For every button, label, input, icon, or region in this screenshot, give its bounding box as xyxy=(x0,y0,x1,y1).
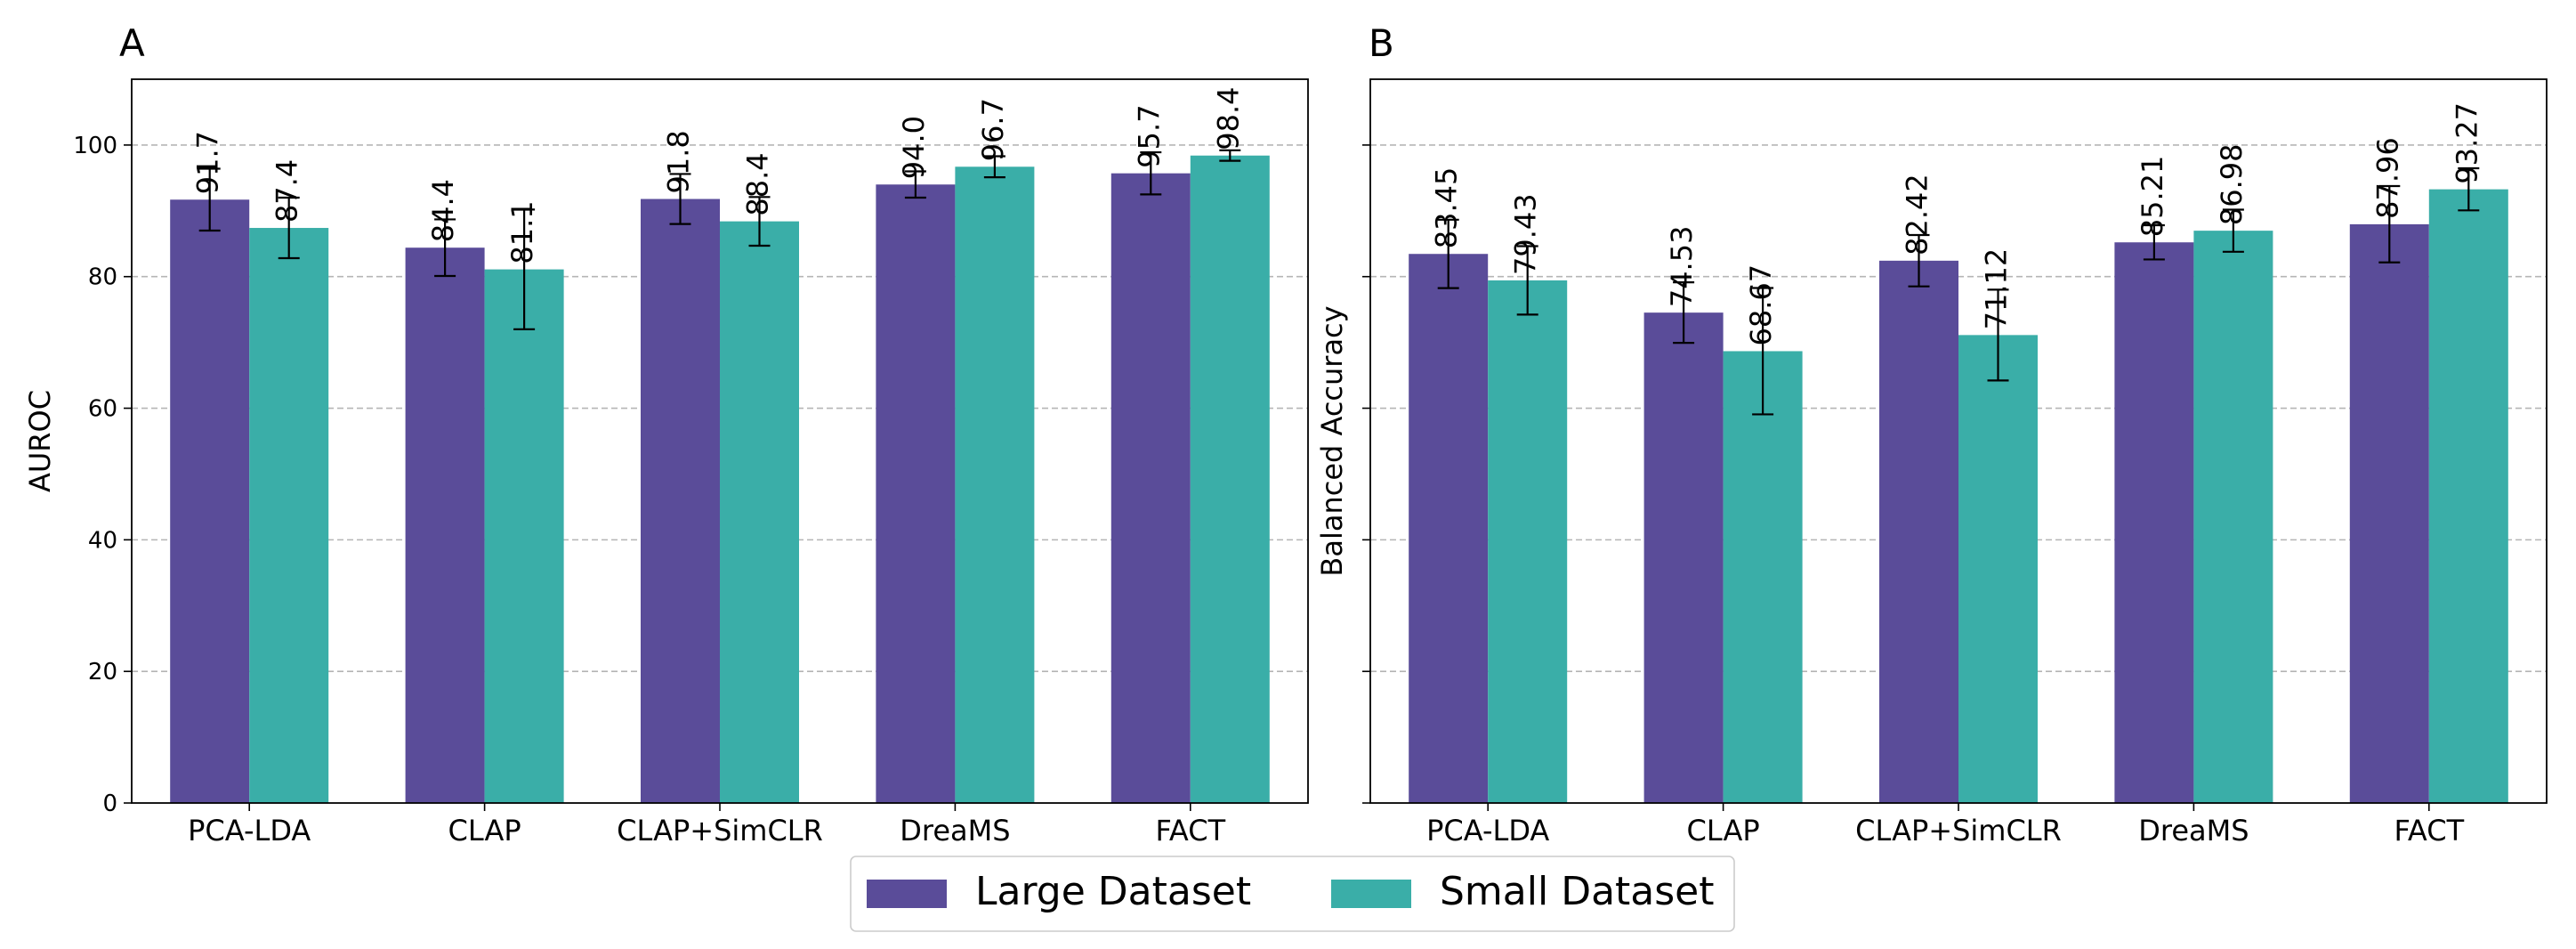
legend-swatch xyxy=(1331,880,1411,908)
data-label: 88.4 xyxy=(741,152,775,215)
y-tick-label: 20 xyxy=(88,659,117,685)
data-label: 87.4 xyxy=(271,159,304,223)
data-label: 86.98 xyxy=(2215,144,2249,226)
bar-pca-lda-small xyxy=(249,228,329,803)
panel-label-a: A xyxy=(119,21,145,65)
bar-dreams-large xyxy=(876,184,956,804)
data-label: 83.45 xyxy=(1430,167,1464,249)
bar-fact-small xyxy=(2428,189,2508,803)
y-axis-label: AUROC xyxy=(23,390,57,492)
bar-clap-small xyxy=(1723,351,1803,803)
x-tick-label: PCA-LDA xyxy=(1426,814,1549,848)
data-label: 84.4 xyxy=(426,179,460,242)
y-tick-label: 0 xyxy=(102,791,117,817)
x-tick-label: FACT xyxy=(1155,814,1225,848)
data-label: 98.4 xyxy=(1211,86,1245,150)
data-label: 81.1 xyxy=(505,200,539,264)
bar-clap-simclr-small xyxy=(1958,335,2038,804)
plot-frame xyxy=(131,78,1309,804)
x-tick-label: CLAP xyxy=(1687,814,1760,848)
bar-clap-simclr-large xyxy=(1879,260,1958,803)
bar-clap-simclr-small xyxy=(720,221,799,804)
y-tick-label: 100 xyxy=(73,133,117,159)
data-label: 82.42 xyxy=(1901,174,1934,256)
legend-label: Large Dataset xyxy=(975,869,1251,914)
x-tick-label: DreaMS xyxy=(900,814,1010,848)
legend-label: Small Dataset xyxy=(1440,869,1715,914)
bar-fact-large xyxy=(1110,173,1191,803)
data-label: 91.7 xyxy=(191,131,225,194)
x-tick-label: PCA-LDA xyxy=(188,814,311,848)
bar-dreams-small xyxy=(2193,231,2273,803)
plot-frame xyxy=(1369,78,2548,804)
data-label: 87.96 xyxy=(2370,137,2404,219)
legend-swatch xyxy=(867,880,947,908)
x-tick-label: FACT xyxy=(2394,814,2464,848)
x-tick-label: CLAP+SimCLR xyxy=(617,814,823,848)
data-label: 91.8 xyxy=(662,130,696,193)
data-label: 96.7 xyxy=(976,98,1010,161)
bar-dreams-large xyxy=(2114,242,2194,803)
bar-clap-large xyxy=(1643,312,1724,804)
bar-clap-simclr-large xyxy=(641,199,720,804)
bar-pca-lda-large xyxy=(1409,254,1489,803)
data-label: 79.43 xyxy=(1509,193,1543,275)
y-axis-label: Balanced Accuracy xyxy=(1315,305,1349,576)
data-label: 94.0 xyxy=(897,116,931,179)
bar-clap-large xyxy=(405,247,485,803)
data-label: 71.12 xyxy=(1980,248,2014,330)
bar-fact-large xyxy=(2349,223,2429,803)
x-tick-label: CLAP xyxy=(448,814,521,848)
y-tick-label: 40 xyxy=(88,527,117,554)
data-label: 68.67 xyxy=(1744,264,1778,346)
x-tick-label: CLAP+SimCLR xyxy=(1855,814,2062,848)
x-tick-label: DreaMS xyxy=(2138,814,2249,848)
legend xyxy=(850,856,1735,932)
y-tick-label: 60 xyxy=(88,396,117,423)
bar-pca-lda-large xyxy=(170,199,250,803)
data-label: 93.27 xyxy=(2450,102,2483,184)
data-label: 74.53 xyxy=(1665,226,1699,308)
data-label: 85.21 xyxy=(2136,156,2169,238)
panel-label-b: B xyxy=(1369,21,1394,65)
bar-dreams-small xyxy=(955,166,1035,804)
bar-clap-small xyxy=(484,269,564,803)
y-tick-label: 80 xyxy=(88,264,117,291)
bar-fact-small xyxy=(1190,155,1270,803)
bar-pca-lda-small xyxy=(1488,280,1568,804)
data-label: 95.7 xyxy=(1132,104,1166,167)
